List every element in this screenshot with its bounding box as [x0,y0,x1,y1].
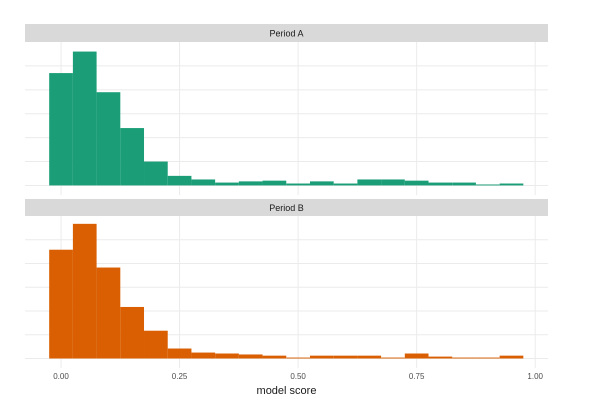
facet-strip [25,24,548,42]
bar [333,355,358,359]
bar [167,348,192,359]
x-tick-label: 0.75 [409,372,425,381]
bar [499,183,524,186]
bar [404,180,429,186]
bar [428,356,453,359]
bar [262,180,287,186]
x-tick-label: 0.25 [172,372,188,381]
bar [428,182,453,186]
bar [96,92,121,186]
bar [238,354,263,359]
bar [452,182,476,186]
bar [191,179,216,186]
bar [309,355,334,359]
bar [191,352,216,359]
x-tick-label: 0.50 [290,372,306,381]
bar [404,353,429,359]
bar [144,161,168,186]
bar [357,355,382,359]
facet-title: Period B [269,203,304,213]
bar [167,175,192,186]
bar [72,51,97,186]
facet-title: Period A [269,28,303,38]
bar [72,223,97,359]
bar [452,357,476,359]
bar [309,181,334,186]
bar [381,179,405,186]
bar [357,179,382,186]
x-tick-label: 0.00 [53,372,69,381]
bar [120,306,145,359]
bar [475,184,500,186]
x-axis-title: model score [257,385,317,397]
bar [238,181,263,186]
bar [475,357,500,359]
bar [49,249,73,359]
bar [215,182,239,186]
x-tick-label: 1.00 [527,372,543,381]
bar [333,183,358,186]
bar [120,128,145,186]
bar [215,353,239,359]
bar [499,355,524,359]
bar [96,267,121,359]
bar [286,357,310,359]
bar [381,357,405,359]
bar [144,330,168,359]
bar [49,73,73,186]
facet-strip [25,199,548,216]
bar [286,183,310,186]
bar [262,355,287,359]
